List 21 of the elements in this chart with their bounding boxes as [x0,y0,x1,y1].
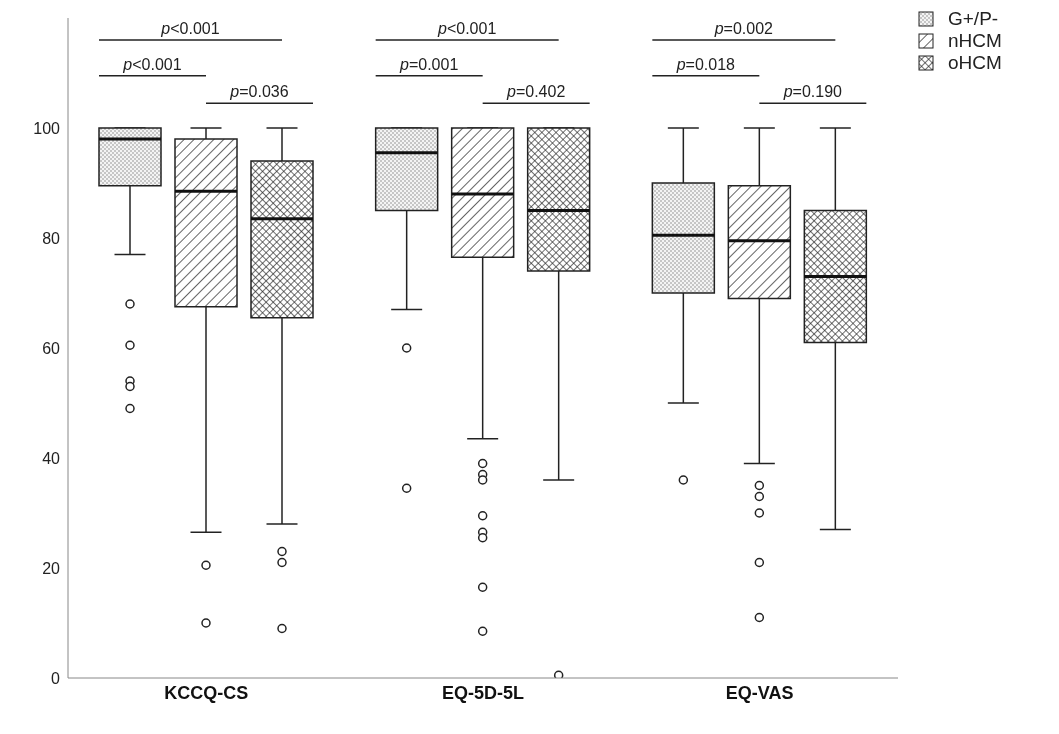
y-tick-label: 40 [42,449,61,467]
y-tick-label: 20 [42,559,61,577]
annotation: p<0.001 [437,20,497,37]
legend-label: oHCM [947,52,1002,74]
x-tick-label: KCCQ-CS [164,682,249,703]
y-tick-label: 0 [51,669,61,687]
y-tick-label: 100 [33,119,61,137]
x-tick-label: EQ-VAS [725,682,794,703]
annotation: p=0.190 [782,83,843,101]
annotation: p=0.018 [675,55,736,73]
legend-label: nHCM [947,30,1002,52]
annotation: p=0.002 [713,20,774,37]
annotation: p=0.402 [506,83,566,101]
legend-label: G+/P- [947,8,1000,30]
annotation: p=0.001 [399,55,459,73]
x-tick-label: EQ-5D-5L [441,682,525,703]
annotation: p=0.036 [229,83,289,101]
y-tick-label: 80 [42,229,61,247]
annotation: p<0.001 [122,55,182,73]
y-tick-label: 60 [42,339,61,357]
annotation: p<0.001 [160,20,220,37]
